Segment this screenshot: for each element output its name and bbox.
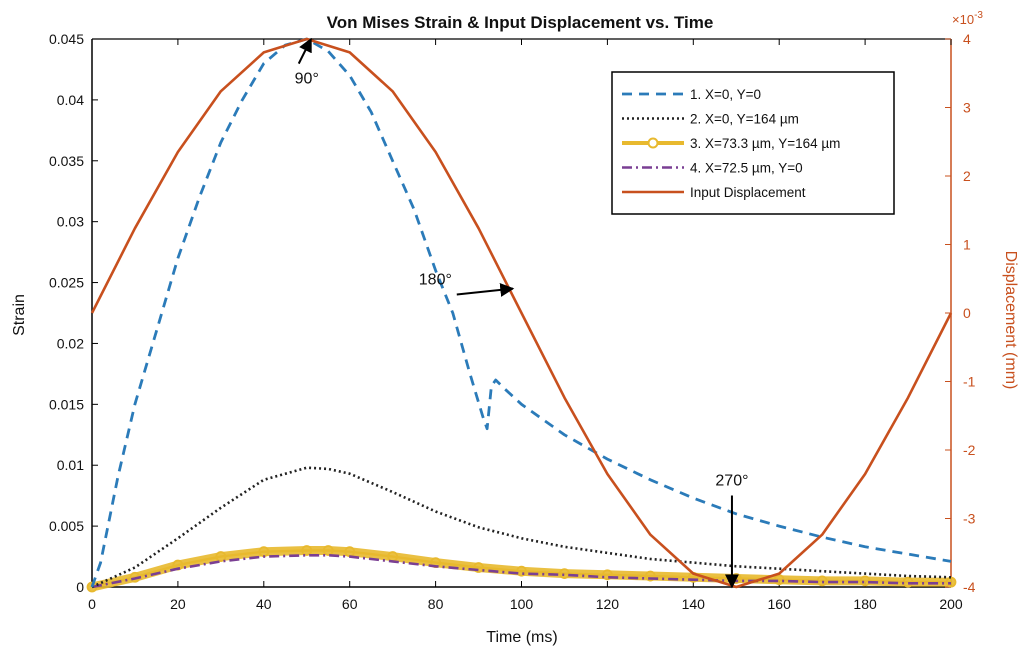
annotation-arrow: [456, 283, 515, 297]
y-tick-label: 0.045: [49, 31, 84, 47]
y-tick-label: 0.025: [49, 275, 84, 291]
legend-label: 3. X=73.3 µm, Y=164 µm: [690, 136, 840, 151]
annotation-label: 180°: [419, 272, 452, 289]
y2-exponent-base: ×10: [952, 12, 974, 27]
legend-label: 4. X=72.5 µm, Y=0: [690, 161, 803, 176]
x-tick-label: 0: [88, 596, 96, 612]
y-tick-label: 0.015: [49, 396, 84, 412]
legend-label: Input Displacement: [690, 185, 806, 200]
x-tick-label: 120: [596, 596, 620, 612]
y2-tick-label: 3: [963, 100, 971, 116]
y2-tick-label: 1: [963, 237, 971, 253]
series-line-5: [90, 37, 953, 589]
series-line-3: [91, 549, 951, 589]
x-tick-label: 20: [170, 596, 186, 612]
y-tick-label: 0.02: [57, 335, 84, 351]
x-tick-label: 80: [428, 596, 444, 612]
y2-tick-label: -4: [963, 579, 976, 595]
series-line-1: [90, 37, 952, 588]
y2-tick-label: -2: [963, 442, 976, 458]
x-tick-label: 40: [256, 596, 272, 612]
y2-exponent-power: -3: [974, 10, 983, 21]
x-tick-label: 100: [510, 596, 534, 612]
y-tick-label: 0.04: [57, 92, 84, 108]
legend-label: 1. X=0, Y=0: [690, 87, 761, 102]
y2-axis-label: Displacement (mm): [1002, 251, 1019, 390]
y2-tick-label: 2: [963, 168, 971, 184]
y-tick-label: 0.01: [57, 457, 84, 473]
legend-label: 2. X=0, Y=164 µm: [690, 112, 799, 127]
y-tick-label: 0.03: [57, 214, 84, 230]
y2-tick-label: -3: [963, 511, 976, 527]
annotation-label: 90°: [295, 71, 319, 88]
series-line-2: [91, 466, 952, 589]
chart-title: Von Mises Strain & Input Displacement vs…: [327, 13, 714, 32]
legend: 1. X=0, Y=0 2. X=0, Y=164 µm 3. X=73.3 µm,…: [611, 71, 895, 215]
x-tick-label: 160: [768, 596, 792, 612]
x-tick-label: 140: [682, 596, 706, 612]
annotation-arrow: [297, 37, 312, 65]
y2-tick-label: 0: [963, 305, 971, 321]
y-tick-label: 0: [76, 579, 84, 595]
y-tick-label: 0.035: [49, 153, 84, 169]
legend-swatch-marker: [647, 137, 659, 149]
y2-tick-label: 4: [963, 31, 971, 47]
y2-tick-label: -1: [963, 374, 976, 390]
x-tick-label: 180: [853, 596, 877, 612]
y-tick-label: 0.005: [49, 518, 84, 534]
plot-area: 0 20 40 60 80 100 120 140 160 180 20000.0050.010.0…: [49, 31, 976, 612]
y2-exponent: ×10-3: [952, 10, 983, 27]
x-tick-label: 60: [342, 596, 358, 612]
x-axis-label: Time (ms): [486, 629, 557, 646]
annotation-label: 270°: [715, 472, 748, 489]
y-axis-label: Strain: [11, 294, 28, 336]
x-tick-label: 200: [939, 596, 963, 612]
